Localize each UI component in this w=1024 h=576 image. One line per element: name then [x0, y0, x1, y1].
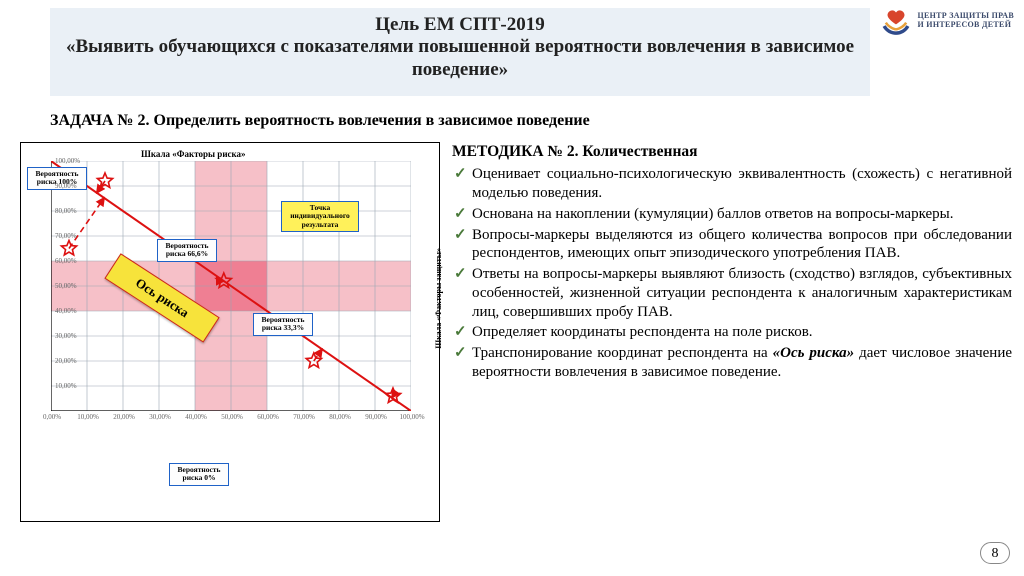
ytick: 60,00% [55, 257, 77, 265]
ytick: 70,00% [55, 232, 77, 240]
page-number: 8 [980, 542, 1010, 564]
xtick: 10,00% [73, 413, 103, 421]
xtick: 30,00% [145, 413, 175, 421]
diag-overlay [51, 161, 411, 411]
logo-text-2: И ИНТЕРЕСОВ ДЕТЕЙ [917, 21, 1014, 30]
xtick: 100,00% [397, 413, 427, 421]
method-bullet: Определяет координаты респондента на пол… [452, 323, 1012, 342]
risk-chart: Шкала «Факторы риска» Шкала «Факторы защ… [20, 142, 440, 522]
ytick: 40,00% [55, 307, 77, 315]
xtick: 60,00% [253, 413, 283, 421]
xtick: 90,00% [361, 413, 391, 421]
ytick: 10,00% [55, 382, 77, 390]
method-bullet: Вопросы-маркеры выделяются из общего кол… [452, 226, 1012, 264]
xtick: 0,00% [37, 413, 67, 421]
header-title-2: «Выявить обучающихся с показателями повы… [60, 36, 860, 82]
header-title-1: Цель ЕМ СПТ-2019 [60, 14, 860, 36]
callout-66: Вероятность риска 66,6% [157, 239, 217, 262]
chart-y-title: Шкала «Факторы защиты» [434, 248, 443, 349]
callout-0: Вероятность риска 0% [169, 463, 229, 486]
header-band: Цель ЕМ СПТ-2019 «Выявить обучающихся с … [50, 8, 870, 96]
method-bullet: Основана на накоплении (кумуляции) балло… [452, 205, 1012, 224]
ytick: 20,00% [55, 357, 77, 365]
xtick: 70,00% [289, 413, 319, 421]
chart-x-title: Шкала «Факторы риска» [141, 149, 246, 159]
method-bullet: Оценивает социально-психологическую экви… [452, 165, 1012, 203]
logo: ЦЕНТР ЗАЩИТЫ ПРАВ И ИНТЕРЕСОВ ДЕТЕЙ [879, 4, 1014, 38]
xtick: 80,00% [325, 413, 355, 421]
callout-point: Точка индивидуального результата [281, 201, 359, 232]
xtick: 40,00% [181, 413, 211, 421]
xtick: 20,00% [109, 413, 139, 421]
task-heading: ЗАДАЧА № 2. Определить вероятность вовле… [50, 112, 590, 130]
method-title: МЕТОДИКА № 2. Количественная [452, 142, 1012, 161]
callout-33: Вероятность риска 33,3% [253, 313, 313, 336]
ytick: 50,00% [55, 282, 77, 290]
method-bullet: Ответы на вопросы-маркеры выявляют близо… [452, 265, 1012, 321]
ytick: 80,00% [55, 207, 77, 215]
method-bullet: Транспонирование координат респондента н… [452, 344, 1012, 382]
method-column: МЕТОДИКА № 2. Количественная Оценивает с… [452, 142, 1012, 384]
method-bullets: Оценивает социально-психологическую экви… [452, 165, 1012, 381]
ytick: 90,00% [55, 182, 77, 190]
logo-icon [879, 4, 913, 38]
ytick: 30,00% [55, 332, 77, 340]
xtick: 50,00% [217, 413, 247, 421]
ytick: 100,00% [55, 157, 80, 165]
